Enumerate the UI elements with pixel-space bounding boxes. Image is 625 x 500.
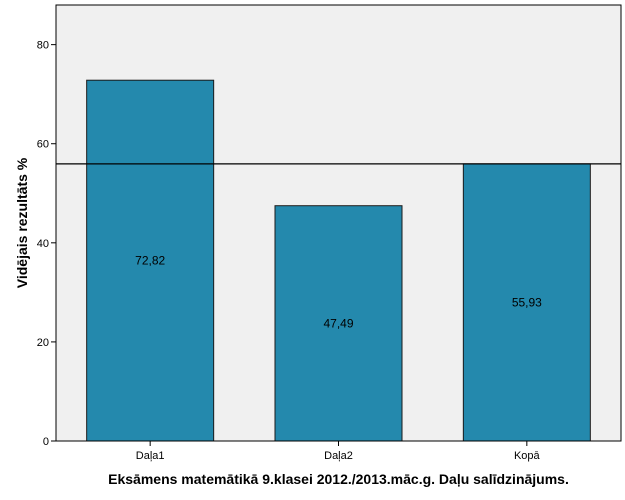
x-tick-label: Daļa2	[324, 450, 353, 462]
bars-group: 72,82 47,49 55,93	[86, 79, 591, 442]
bar-3	[462, 163, 591, 442]
y-tick-label: 0	[43, 436, 49, 448]
y-axis: 0 20 40 60 80	[37, 5, 57, 448]
y-tick-label: 60	[37, 139, 49, 151]
bar-1	[86, 79, 215, 442]
bar-value-label: 55,93	[512, 295, 542, 309]
x-axis-title: Eksāmens matemātikā 9.klasei 2012./2013.…	[108, 471, 569, 487]
y-tick-label: 80	[37, 40, 49, 52]
x-axis: Daļa1 Daļa2 Kopā	[56, 440, 621, 462]
y-tick-label: 20	[37, 337, 49, 349]
bar-value-label: 47,49	[323, 316, 353, 330]
y-tick-label: 40	[37, 238, 49, 250]
bar-2	[274, 205, 403, 442]
bar-value-label: 72,82	[135, 254, 165, 268]
x-tick-label: Daļa1	[136, 450, 165, 462]
y-axis-title: Vidējais rezultāts %	[14, 157, 30, 288]
x-tick-label: Kopā	[514, 450, 541, 462]
